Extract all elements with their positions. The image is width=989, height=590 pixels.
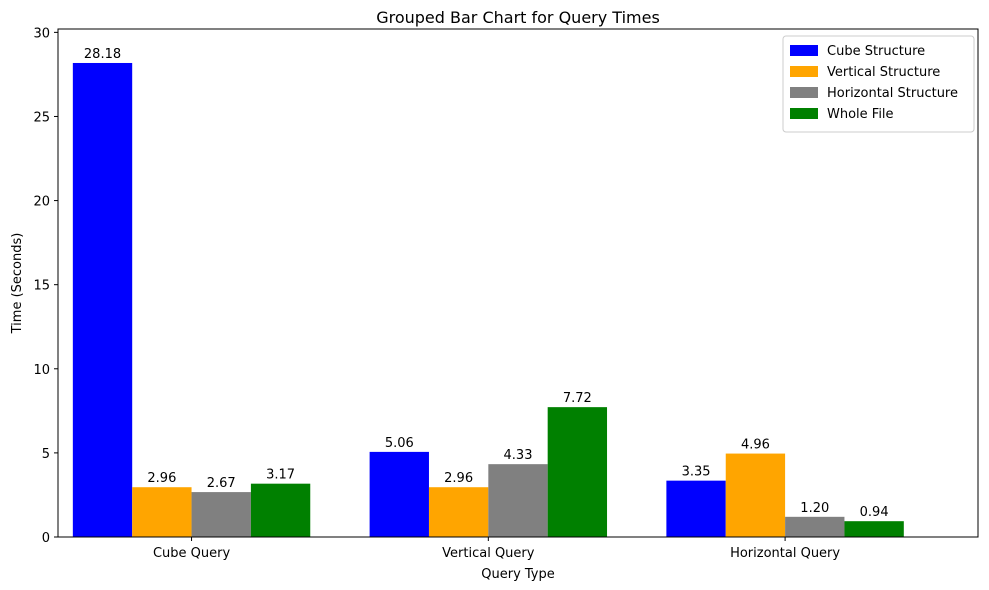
bar	[428, 487, 489, 537]
bar-value-label: 7.72	[563, 391, 592, 406]
legend-swatch	[790, 87, 818, 98]
chart-title: Grouped Bar Chart for Query Times	[376, 8, 660, 27]
bar-value-label: 5.06	[385, 436, 414, 451]
bar-value-label: 28.18	[84, 47, 121, 62]
legend-label: Horizontal Structure	[827, 86, 958, 101]
bar	[250, 483, 311, 537]
y-tick-label: 25	[33, 110, 50, 125]
legend-swatch	[790, 66, 818, 77]
legend-label: Whole File	[827, 107, 894, 122]
bar-value-label: 3.35	[682, 465, 711, 480]
bar	[547, 407, 608, 537]
bar	[72, 62, 133, 537]
legend-label: Cube Structure	[827, 44, 925, 59]
legend-swatch	[790, 108, 818, 119]
x-tick-label: Cube Query	[153, 546, 231, 561]
bar	[785, 516, 845, 537]
bar	[132, 487, 192, 537]
bar-value-label: 1.20	[800, 501, 829, 516]
bar	[369, 451, 429, 537]
y-tick-label: 10	[33, 363, 50, 378]
bar-value-label: 4.96	[741, 438, 770, 453]
y-tick-label: 30	[33, 26, 50, 41]
bar-value-label: 2.67	[207, 476, 236, 491]
bar-value-label: 2.96	[444, 471, 473, 486]
legend-swatch	[790, 45, 818, 56]
legend-label: Vertical Structure	[827, 65, 940, 80]
bar	[488, 464, 548, 537]
x-tick-label: Vertical Query	[442, 546, 535, 561]
legend: Cube Structure Vertical Structure Horizont…	[782, 35, 975, 133]
bar-value-label: 4.33	[504, 448, 533, 463]
y-tick-label: 20	[33, 195, 50, 210]
bar	[666, 480, 726, 537]
y-tick-label: 0	[42, 531, 50, 546]
bar	[725, 453, 786, 537]
y-axis-label: Time (Seconds)	[10, 233, 25, 335]
axes-frame	[57, 28, 979, 538]
x-axis-label: Query Type	[481, 567, 555, 582]
legend-box	[782, 35, 975, 133]
plot-area: 0 5 10 15 20 25 30 Cube Query Vertical Query Hori…	[33, 26, 904, 561]
y-tick-label: 5	[42, 447, 50, 462]
bar-value-label: 0.94	[860, 505, 889, 520]
y-tick-label: 15	[33, 279, 50, 294]
bar-value-label: 2.96	[147, 471, 176, 486]
bar	[191, 492, 251, 537]
x-tick-label: Horizontal Query	[730, 546, 840, 561]
bar-value-label: 3.17	[266, 468, 295, 483]
bar	[844, 521, 904, 537]
